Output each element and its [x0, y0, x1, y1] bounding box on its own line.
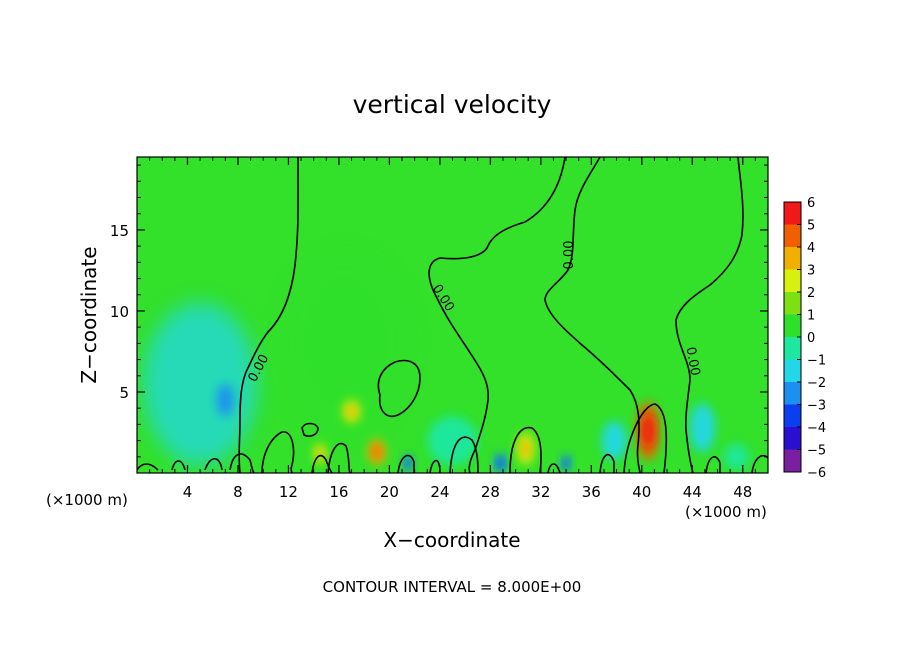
field-blob-blue-44 [689, 403, 715, 452]
contour-line [675, 157, 744, 473]
colorbar-band [784, 292, 801, 315]
x-axis-label: X−coordinate [383, 528, 520, 552]
colorbar-tick-label: 0 [807, 331, 815, 346]
colorbar-band [784, 314, 801, 337]
field-core-orange-17 [346, 405, 357, 418]
contour-line [238, 157, 299, 473]
colorbar-band [784, 427, 801, 450]
x-unit-left: (×1000 m) [46, 491, 128, 509]
x-tick-label: 28 [481, 483, 500, 501]
colorbar-band [784, 382, 801, 405]
colorbar-band [784, 449, 801, 472]
contour-line [428, 157, 566, 473]
zero-contours [137, 157, 768, 473]
x-tick-label: 32 [531, 483, 550, 501]
x-tick-label: 48 [733, 483, 752, 501]
colorbar-band [784, 224, 801, 247]
field-core-blue-21 [405, 458, 412, 468]
colorbar-tick-label: −2 [807, 376, 826, 391]
x-tick-label: 12 [279, 483, 298, 501]
field-core-red-19 [371, 444, 382, 460]
field-blob-cyan-24 [427, 416, 478, 465]
colorbar-tick-label: −6 [807, 466, 826, 481]
contour-labels: 0.00 0.00 0.00 0.00 [245, 241, 702, 385]
colorbar-tick-label: −4 [807, 421, 826, 436]
field-core-red-40 [641, 414, 655, 447]
x-tick-label: 40 [632, 483, 651, 501]
contour-label: 0.00 [683, 346, 703, 377]
contour-line [301, 422, 319, 437]
contour-label: 0.00 [562, 241, 577, 270]
field-core-orange-31 [520, 439, 531, 458]
field-core-blue-28 [496, 457, 504, 469]
colorbar-band [784, 404, 801, 427]
field-blob-upper-left-cyan [143, 302, 257, 465]
colorbar-band [784, 337, 801, 360]
field-blob-mid-yellowish [282, 254, 409, 433]
y-axis: 5 10 15 [110, 164, 768, 458]
field-core-blue-34 [563, 458, 569, 468]
colorbar-tick-label: 6 [807, 196, 815, 211]
x-tick-label: 20 [380, 483, 399, 501]
x-unit-right: (×1000 m) [685, 503, 767, 521]
plot-area: 0.00 0.00 0.00 0.00 [137, 157, 768, 473]
colorbar-band [784, 202, 801, 225]
colorbar-tick-label: −3 [807, 399, 826, 414]
colorbar-tick-label: −5 [807, 444, 826, 459]
y-tick-label: 10 [110, 303, 129, 321]
contour-line [544, 157, 641, 473]
x-tick-label: 36 [582, 483, 601, 501]
field-blob-cyan-38 [601, 421, 627, 461]
x-tick-label: 4 [183, 483, 193, 501]
colorbar: 6 5 4 3 2 1 0 −1 −2 −3 −4 −5 −6 [783, 196, 826, 481]
field-blob-left-blue [216, 383, 235, 417]
x-tick-label: 24 [430, 483, 449, 501]
field-blob-cyan-47 [723, 443, 750, 470]
x-tick-label: 16 [329, 483, 348, 501]
colorbar-band [784, 359, 801, 382]
colorbar-tick-label: 1 [807, 309, 815, 324]
colorbar-tick-label: 4 [807, 241, 815, 256]
chart-title: vertical velocity [353, 90, 552, 119]
x-tick-label: 8 [233, 483, 243, 501]
y-tick-label: 15 [110, 222, 129, 240]
y-axis-label: Z−coordinate [77, 246, 101, 383]
colorbar-band [784, 247, 801, 270]
x-tick-label: 44 [683, 483, 702, 501]
contour-interval-note: CONTOUR INTERVAL = 8.000E+00 [323, 578, 582, 596]
colorbar-band [784, 269, 801, 292]
colorbar-tick-label: 3 [807, 264, 815, 279]
y-tick-label: 5 [119, 384, 129, 402]
contour-line [377, 359, 421, 417]
x-axis: 4 8 12 16 20 24 28 32 36 40 44 48 [149, 157, 756, 501]
colorbar-tick-label: −1 [807, 354, 826, 369]
colorbar-tick-label: 5 [807, 219, 815, 234]
colorbar-tick-label: 2 [807, 286, 815, 301]
contour-line [137, 403, 768, 473]
